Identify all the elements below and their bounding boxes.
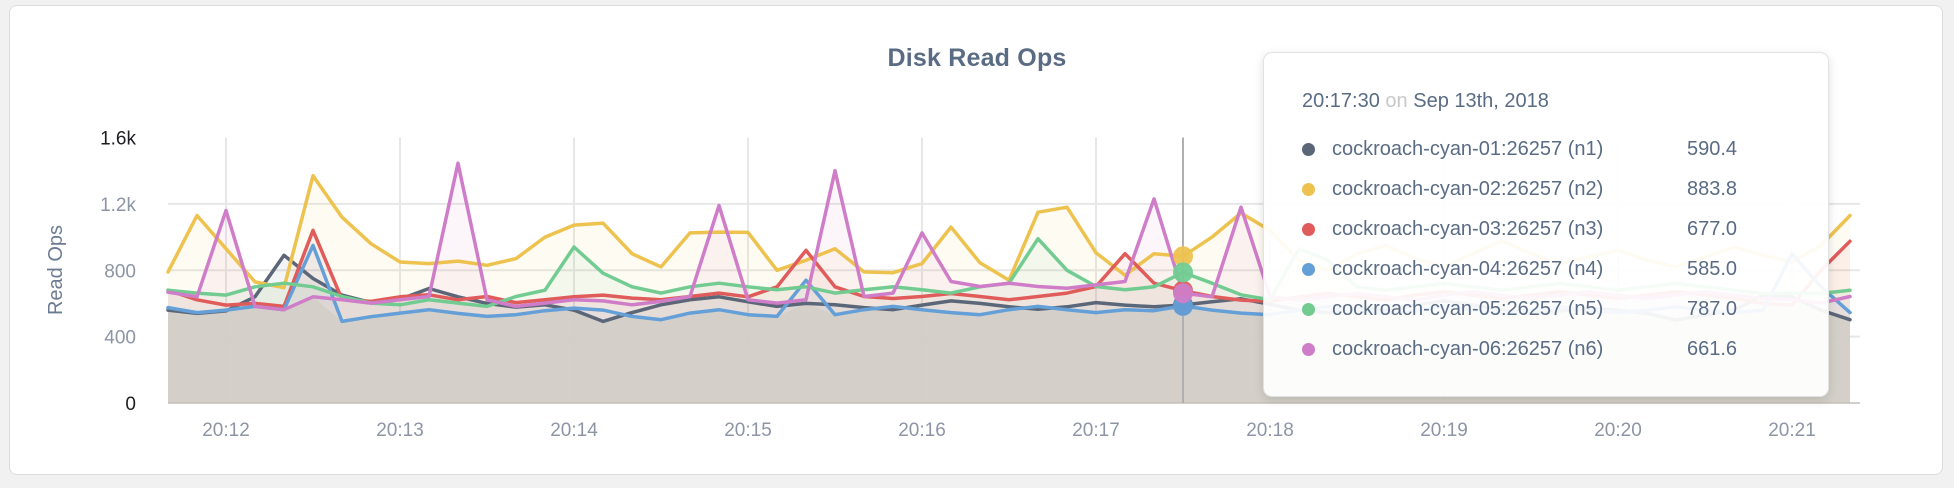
y-tick-label: 400: [104, 328, 136, 349]
x-tick-label: 20:20: [1594, 420, 1642, 441]
series-label: cockroach-cyan-06:26257 (n6): [1332, 337, 1604, 360]
tooltip-row: cockroach-cyan-01:26257 (n1) 590.4: [1302, 129, 1790, 169]
tooltip-time: 20:17:30: [1302, 90, 1380, 112]
series-dot-icon: [1302, 342, 1315, 356]
tooltip-rows: cockroach-cyan-01:26257 (n1) 590.4 cockroa…: [1302, 129, 1790, 369]
x-tick-label: 20:17: [1072, 420, 1120, 441]
hover-point-n5: [1173, 262, 1193, 283]
tooltip-row: cockroach-cyan-05:26257 (n5) 787.0: [1302, 289, 1790, 329]
series-value: 661.6: [1687, 337, 1738, 360]
x-tick-label: 20:18: [1246, 420, 1294, 441]
tooltip-row: cockroach-cyan-02:26257 (n2) 883.8: [1302, 169, 1790, 209]
x-tick-label: 20:16: [898, 420, 946, 441]
hover-point-n2: [1173, 246, 1193, 267]
series-dot-icon: [1302, 182, 1315, 196]
y-tick-label: 1.2k: [100, 195, 136, 216]
x-tick-label: 20:13: [376, 420, 424, 441]
y-axis-title: Read Ops: [45, 225, 67, 315]
series-value: 787.0: [1687, 297, 1738, 320]
x-axis-ticks: 20:12 20:13 20:14 20:15 20:16 20:17 20:18 20:19…: [202, 420, 1816, 441]
tooltip-date: Sep 13th, 2018: [1413, 90, 1549, 112]
series-value: 883.8: [1687, 177, 1738, 200]
chart-title: Disk Read Ops: [887, 44, 1067, 72]
tooltip-header: 20:17:30 on Sep 13th, 2018: [1302, 87, 1790, 115]
x-tick-label: 20:19: [1420, 420, 1468, 441]
series-label: cockroach-cyan-04:26257 (n4): [1332, 257, 1604, 280]
series-value: 585.0: [1687, 257, 1738, 280]
series-label: cockroach-cyan-01:26257 (n1): [1332, 137, 1604, 160]
x-tick-label: 20:15: [724, 420, 772, 441]
y-tick-label: 800: [104, 261, 136, 282]
series-dot-icon: [1302, 142, 1315, 156]
x-tick-label: 20:14: [550, 420, 598, 441]
series-label: cockroach-cyan-03:26257 (n3): [1332, 217, 1604, 240]
series-dot-icon: [1302, 222, 1315, 236]
hover-point-n6: [1173, 283, 1193, 304]
series-label: cockroach-cyan-02:26257 (n2): [1332, 177, 1604, 200]
y-tick-label: 1.6k: [100, 129, 136, 150]
y-tick-label: 0: [125, 394, 136, 415]
tooltip-row: cockroach-cyan-04:26257 (n4) 585.0: [1302, 249, 1790, 289]
y-axis-ticks: 0 400 800 1.2k 1.6k: [100, 129, 136, 416]
x-tick-label: 20:12: [202, 420, 250, 441]
series-dot-icon: [1302, 302, 1315, 316]
series-label: cockroach-cyan-05:26257 (n5): [1332, 297, 1604, 320]
tooltip-row: cockroach-cyan-03:26257 (n3) 677.0: [1302, 209, 1790, 249]
series-dot-icon: [1302, 262, 1315, 276]
tooltip-row: cockroach-cyan-06:26257 (n6) 661.6: [1302, 329, 1790, 369]
x-tick-label: 20:21: [1768, 420, 1816, 441]
series-value: 677.0: [1687, 217, 1738, 240]
hover-tooltip: 20:17:30 on Sep 13th, 2018 cockroach-cya…: [1263, 52, 1829, 397]
series-value: 590.4: [1687, 137, 1738, 160]
tooltip-conjunction: on: [1385, 90, 1414, 112]
